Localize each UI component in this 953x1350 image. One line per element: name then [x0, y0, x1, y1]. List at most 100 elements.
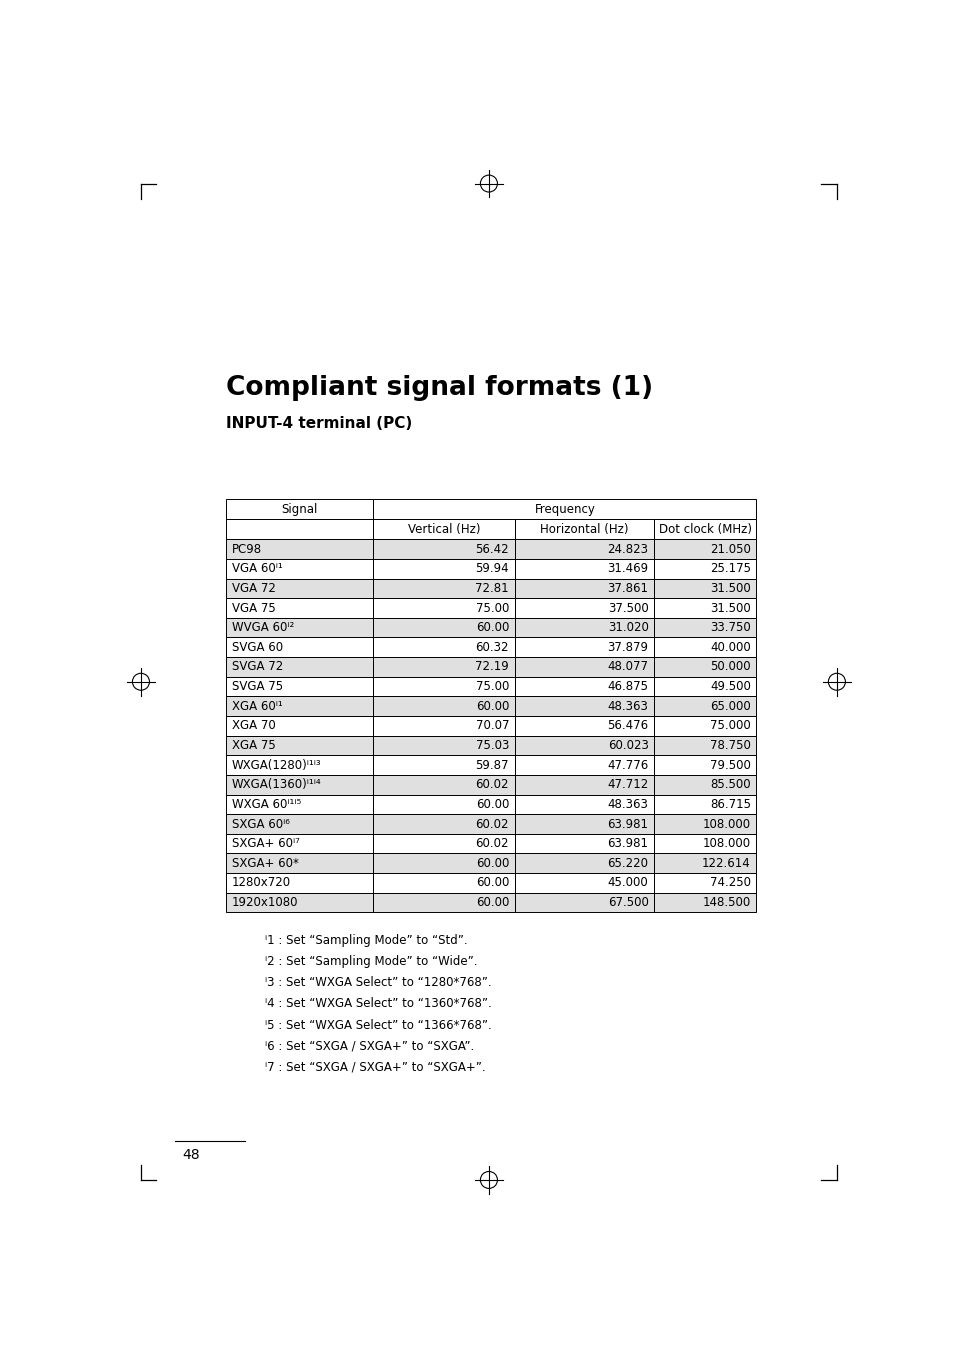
Text: 148.500: 148.500	[702, 896, 750, 909]
Text: 47.776: 47.776	[607, 759, 648, 772]
Text: 1280x720: 1280x720	[232, 876, 291, 890]
Bar	[373, 716, 514, 736]
Text: SXGA 60ⁱ⁶: SXGA 60ⁱ⁶	[232, 818, 289, 830]
Bar	[514, 716, 654, 736]
Text: 1920x1080: 1920x1080	[232, 896, 297, 909]
Text: 75.03: 75.03	[476, 738, 509, 752]
Bar	[226, 579, 373, 598]
Text: 75.000: 75.000	[709, 720, 750, 732]
Text: 48: 48	[183, 1149, 200, 1162]
Text: 74.250: 74.250	[709, 876, 750, 890]
Text: 75.00: 75.00	[476, 602, 509, 614]
Bar	[226, 795, 373, 814]
Bar	[654, 853, 756, 873]
Bar	[654, 520, 756, 539]
Bar	[654, 598, 756, 618]
Bar	[654, 755, 756, 775]
Bar	[514, 520, 654, 539]
Bar	[514, 559, 654, 579]
Text: 75.00: 75.00	[476, 680, 509, 693]
Text: 37.861: 37.861	[607, 582, 648, 595]
Text: 63.981: 63.981	[607, 837, 648, 850]
Bar	[226, 637, 373, 657]
Bar	[654, 775, 756, 795]
Text: XGA 70: XGA 70	[232, 720, 275, 732]
Bar	[226, 834, 373, 853]
Text: 63.981: 63.981	[607, 818, 648, 830]
Bar	[514, 676, 654, 697]
Bar	[373, 834, 514, 853]
Text: 49.500: 49.500	[709, 680, 750, 693]
Bar	[514, 657, 654, 676]
Text: 31.020: 31.020	[607, 621, 648, 634]
Text: ⁱ2 : Set “Sampling Mode” to “Wide”.: ⁱ2 : Set “Sampling Mode” to “Wide”.	[265, 954, 476, 968]
Text: 60.00: 60.00	[476, 876, 509, 890]
Bar	[226, 873, 373, 892]
Text: 33.750: 33.750	[709, 621, 750, 634]
Text: WXGA(1360)ⁱ¹ⁱ⁴: WXGA(1360)ⁱ¹ⁱ⁴	[232, 778, 321, 791]
Text: XGA 75: XGA 75	[232, 738, 275, 752]
Text: 60.00: 60.00	[476, 896, 509, 909]
Text: VGA 72: VGA 72	[232, 582, 275, 595]
Text: 47.712: 47.712	[607, 778, 648, 791]
Text: 86.715: 86.715	[709, 798, 750, 811]
Text: 50.000: 50.000	[709, 660, 750, 674]
Text: 60.02: 60.02	[476, 778, 509, 791]
Bar	[373, 676, 514, 697]
Bar	[514, 814, 654, 834]
Text: 31.500: 31.500	[709, 582, 750, 595]
Bar	[226, 775, 373, 795]
Text: Horizontal (Hz): Horizontal (Hz)	[539, 522, 628, 536]
Text: 24.823: 24.823	[607, 543, 648, 556]
Text: 78.750: 78.750	[709, 738, 750, 752]
Text: WXGA 60ⁱ¹ⁱ⁵: WXGA 60ⁱ¹ⁱ⁵	[232, 798, 300, 811]
Text: ⁱ7 : Set “SXGA / SXGA+” to “SXGA+”.: ⁱ7 : Set “SXGA / SXGA+” to “SXGA+”.	[265, 1061, 485, 1075]
Text: 60.00: 60.00	[476, 798, 509, 811]
Text: 72.81: 72.81	[475, 582, 509, 595]
Text: ⁱ5 : Set “WXGA Select” to “1366*768”.: ⁱ5 : Set “WXGA Select” to “1366*768”.	[265, 1019, 491, 1031]
Text: SXGA+ 60ⁱ⁷: SXGA+ 60ⁱ⁷	[232, 837, 299, 850]
Text: Vertical (Hz): Vertical (Hz)	[407, 522, 479, 536]
Bar	[373, 775, 514, 795]
Text: 60.02: 60.02	[476, 818, 509, 830]
Bar	[373, 657, 514, 676]
Text: 48.363: 48.363	[607, 798, 648, 811]
Text: 60.00: 60.00	[476, 621, 509, 634]
Bar	[654, 697, 756, 716]
Text: 25.175: 25.175	[709, 562, 750, 575]
Bar	[654, 676, 756, 697]
Text: VGA 75: VGA 75	[232, 602, 275, 614]
Bar	[373, 795, 514, 814]
Bar	[226, 716, 373, 736]
Bar	[654, 716, 756, 736]
Text: 56.42: 56.42	[475, 543, 509, 556]
Text: ⁱ6 : Set “SXGA / SXGA+” to “SXGA”.: ⁱ6 : Set “SXGA / SXGA+” to “SXGA”.	[265, 1040, 474, 1053]
Text: 108.000: 108.000	[702, 837, 750, 850]
Text: 48.363: 48.363	[607, 699, 648, 713]
Bar	[654, 559, 756, 579]
Text: 21.050: 21.050	[709, 543, 750, 556]
Bar	[226, 755, 373, 775]
Text: Signal: Signal	[281, 502, 317, 516]
Bar	[373, 755, 514, 775]
Bar	[514, 637, 654, 657]
Text: Dot clock (MHz): Dot clock (MHz)	[658, 522, 751, 536]
Bar	[226, 892, 373, 913]
Text: 60.32: 60.32	[476, 641, 509, 653]
Bar	[373, 892, 514, 913]
Bar	[654, 814, 756, 834]
Text: 59.94: 59.94	[475, 562, 509, 575]
Bar	[514, 697, 654, 716]
Bar	[373, 853, 514, 873]
Bar	[514, 853, 654, 873]
Text: 72.19: 72.19	[475, 660, 509, 674]
Bar	[373, 559, 514, 579]
Bar	[514, 618, 654, 637]
Text: SVGA 60: SVGA 60	[232, 641, 282, 653]
Text: XGA 60ⁱ¹: XGA 60ⁱ¹	[232, 699, 282, 713]
Bar	[654, 579, 756, 598]
Bar	[226, 618, 373, 637]
Bar	[373, 637, 514, 657]
Text: INPUT-4 terminal (PC): INPUT-4 terminal (PC)	[226, 417, 412, 432]
Text: PC98: PC98	[232, 543, 261, 556]
